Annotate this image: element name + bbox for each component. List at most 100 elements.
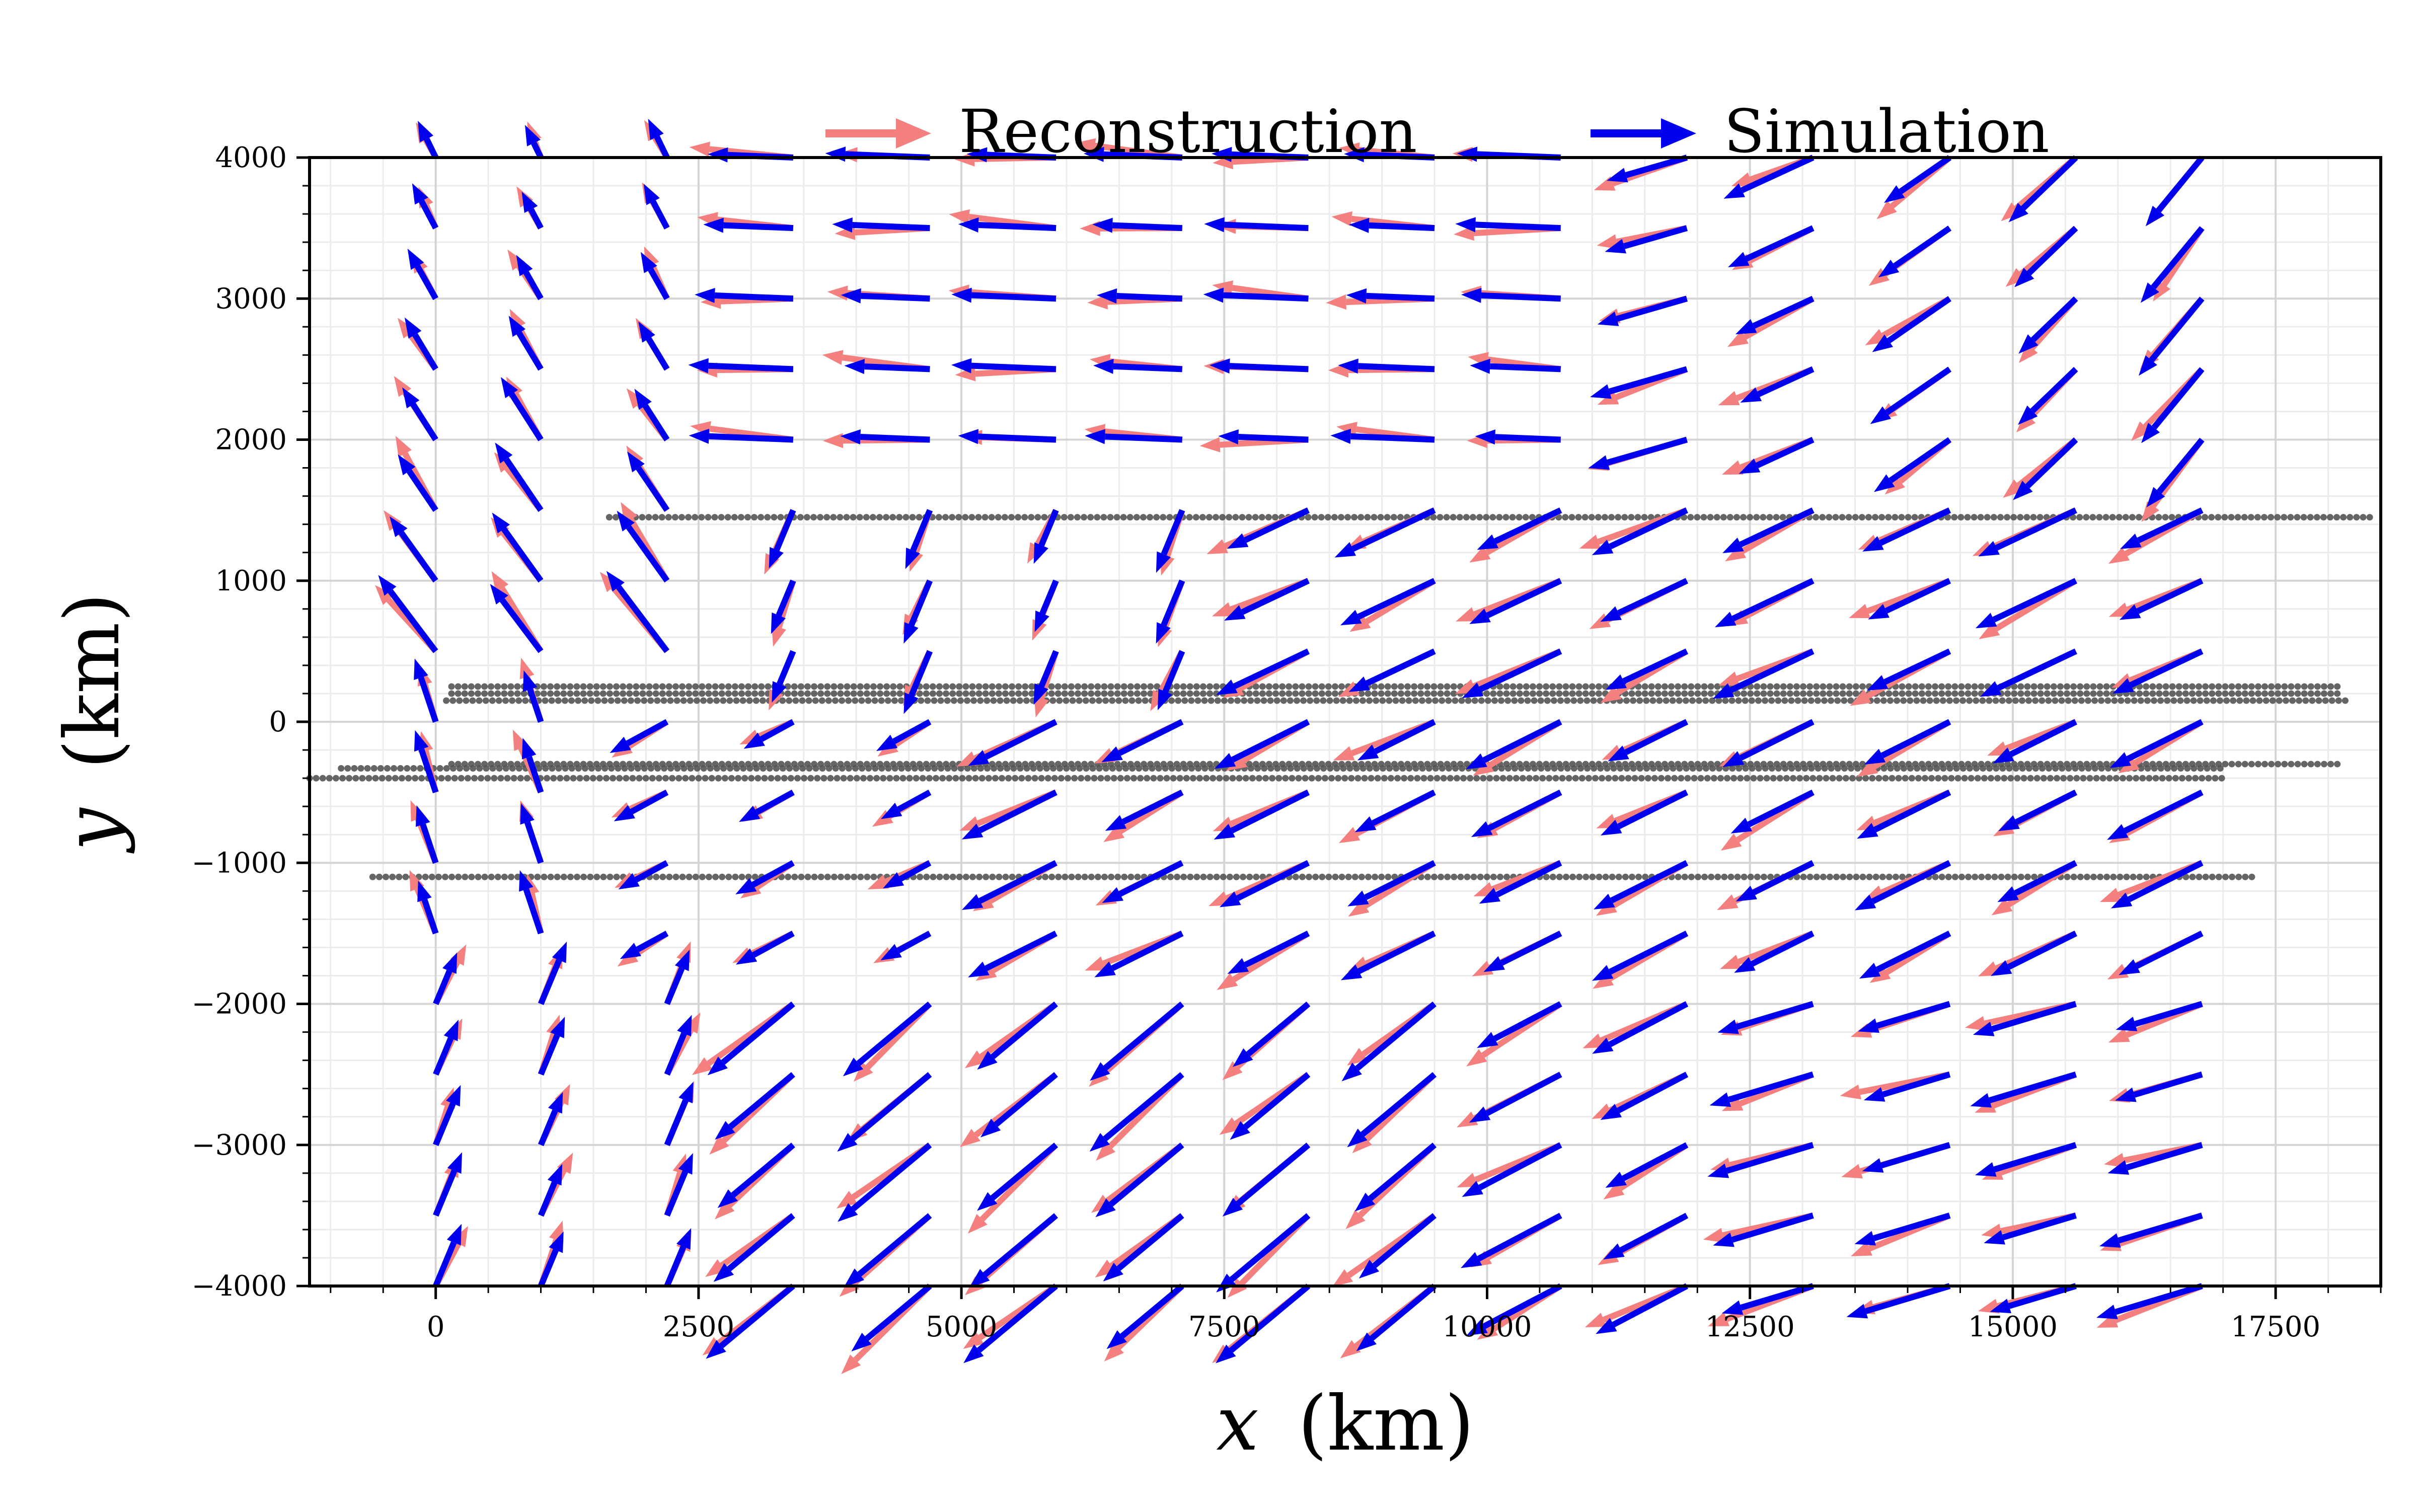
simulation-arrow (646, 337, 670, 371)
simulation-arrow-head (634, 389, 652, 410)
simulation-arrow-head (961, 823, 984, 840)
reconstruction-arrow-head (1222, 1061, 1243, 1080)
simulation-arrow (523, 888, 544, 935)
reconstruction-arrow-head (2141, 501, 2160, 522)
simulation-arrow-head (1157, 689, 1173, 711)
simulation-arrow (2126, 719, 2204, 762)
simulation-arrow (1038, 650, 1059, 688)
simulation-arrow (1116, 293, 1182, 302)
simulation-arrow (1610, 860, 1689, 903)
simulation-arrow (412, 333, 438, 371)
simulation-arrow (1622, 1142, 1689, 1181)
simulation-arrow (1231, 719, 1310, 763)
simulation-arrow-head (715, 1121, 735, 1140)
simulation-arrow (2002, 1213, 2077, 1241)
simulation-arrow-head (1707, 1163, 1729, 1178)
x-tick-label: 10000 (1442, 1311, 1532, 1343)
simulation-arrow (528, 208, 544, 230)
reconstruction-arrow-head (1469, 546, 1491, 563)
reconstruction-arrow-head (1579, 535, 1601, 549)
simulation-arrow (719, 1283, 795, 1348)
simulation-arrow (2007, 931, 2077, 970)
reconstruction-arrow-head (1603, 1182, 1625, 1199)
simulation-arrow (418, 748, 439, 794)
simulation-arrow-head (1092, 217, 1113, 233)
reconstruction-arrow-head (1584, 1313, 1607, 1328)
simulation-arrow (1740, 1283, 1814, 1311)
simulation-arrow (2133, 1071, 2203, 1098)
simulation-arrow-head (1095, 1198, 1116, 1218)
x-axis-label: x (km) (1216, 1380, 1474, 1468)
simulation-arrow (2009, 719, 2077, 757)
simulation-arrow (1224, 221, 1309, 232)
simulation-arrow-head (1859, 962, 1881, 979)
simulation-arrow-head (1717, 1019, 1739, 1034)
legend: Reconstruction Simulation (825, 97, 2050, 166)
simulation-arrow (1607, 436, 1688, 466)
simulation-arrow-head (1592, 965, 1614, 981)
simulation-arrow (538, 1249, 559, 1288)
simulation-arrow (1493, 1001, 1562, 1041)
simulation-arrow (664, 1170, 689, 1217)
simulation-arrow (1233, 648, 1310, 689)
simulation-arrow-head (412, 183, 428, 205)
simulation-arrow (664, 1032, 687, 1076)
simulation-arrow-head (844, 1268, 864, 1288)
simulation-arrow-head (969, 1269, 990, 1288)
legend-reconstruction-label: Reconstruction (959, 97, 1417, 166)
simulation-arrow-head (2146, 487, 2165, 507)
simulation-arrow (909, 579, 933, 627)
simulation-arrow (1103, 1001, 1184, 1071)
simulation-arrow (1371, 789, 1436, 826)
simulation-arrow-head (1210, 358, 1230, 374)
simulation-arrow-head (1357, 744, 1379, 761)
simulation-arrow-head (2106, 824, 2129, 840)
simulation-arrow (1745, 225, 1815, 262)
simulation-arrow-head (2109, 752, 2132, 768)
simulation-arrow (1893, 225, 1951, 269)
simulation-arrow (1992, 578, 2077, 623)
simulation-arrow (1991, 1001, 2077, 1032)
simulation-arrow (1608, 1001, 1689, 1047)
simulation-arrow (424, 137, 439, 159)
simulation-arrow (433, 1169, 458, 1217)
reconstruction-arrow-head (2018, 343, 2038, 363)
reconstruction-arrow-head (1718, 671, 1740, 686)
simulation-arrow-head (1723, 183, 1745, 199)
simulation-arrow (1624, 719, 1689, 755)
simulation-arrow-head (1156, 622, 1171, 644)
reconstruction-arrow-head (1338, 827, 1361, 844)
simulation-arrow (1475, 221, 1561, 232)
simulation-arrow (418, 676, 439, 723)
reconstruction-arrow-head (841, 1354, 861, 1374)
reconstruction-arrow-head (491, 571, 509, 592)
simulation-arrow-head (1605, 674, 1627, 690)
simulation-arrow-head (1735, 319, 1757, 335)
simulation-arrow-head (1712, 683, 1734, 699)
simulation-arrow-head (1607, 168, 1628, 183)
simulation-arrow-head (1347, 1128, 1368, 1148)
tick-layer: 0 2500 5000 7500 10000 12500 15000 17500−4000−3… (192, 141, 2382, 1343)
simulation-arrow-head (1854, 894, 1876, 911)
reconstruction-arrow-head (1034, 696, 1049, 718)
simulation-arrow (852, 221, 930, 232)
simulation-arrow-head (402, 387, 420, 409)
simulation-arrow-head (550, 1017, 565, 1038)
simulation-arrow (501, 527, 544, 583)
simulation-arrow-head (1973, 1021, 1995, 1036)
reconstruction-arrow-head (519, 657, 535, 679)
simulation-arrow (664, 967, 685, 1005)
reconstruction-arrow-head (967, 1214, 988, 1234)
simulation-arrow (523, 271, 544, 300)
simulation-arrow (978, 860, 1058, 904)
simulation-arrow-head (1469, 609, 1491, 624)
simulation-arrow (1364, 860, 1436, 900)
simulation-arrow (1162, 650, 1185, 693)
simulation-arrow-head (1341, 1063, 1362, 1082)
simulation-arrow-head (1975, 613, 1997, 629)
reconstruction-arrow-head (1338, 682, 1360, 697)
simulation-arrow-head (1334, 542, 1356, 558)
reconstruction-arrow-head (1348, 899, 1370, 917)
simulation-arrow (2136, 578, 2204, 614)
